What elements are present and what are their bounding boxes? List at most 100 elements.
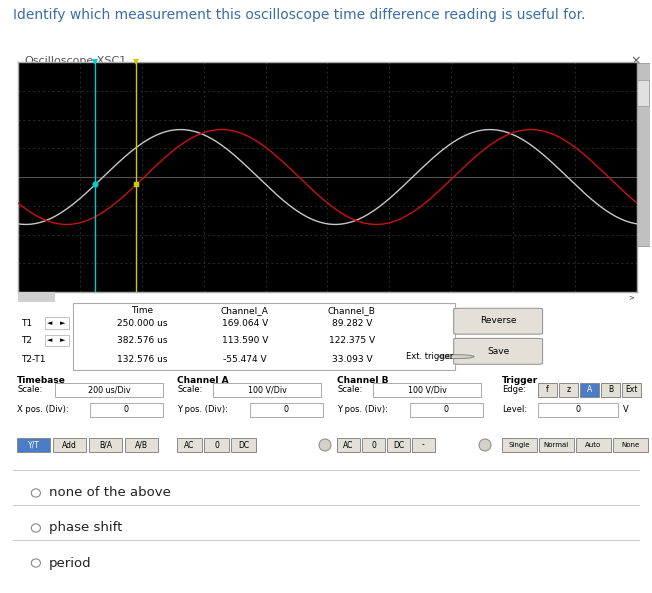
Circle shape — [479, 439, 491, 451]
Bar — [387, 438, 410, 452]
Text: phase shift: phase shift — [49, 521, 123, 534]
Text: 100 V/Div: 100 V/Div — [408, 385, 447, 394]
Text: 200 us/Div: 200 us/Div — [87, 385, 130, 394]
Bar — [538, 383, 557, 397]
Bar — [90, 403, 163, 417]
Text: 169.064 V: 169.064 V — [222, 318, 268, 327]
Text: Save: Save — [487, 346, 509, 355]
Bar — [45, 317, 69, 329]
Bar — [231, 438, 256, 452]
Text: DC: DC — [238, 441, 249, 449]
Bar — [613, 438, 648, 452]
Bar — [559, 383, 578, 397]
Text: period: period — [49, 556, 91, 569]
Bar — [580, 383, 599, 397]
Bar — [576, 438, 611, 452]
Text: Single: Single — [509, 442, 530, 448]
Text: A/B: A/B — [135, 441, 148, 449]
Text: Channel_B: Channel_B — [328, 306, 376, 315]
Text: T2-T1: T2-T1 — [22, 355, 46, 364]
Bar — [539, 438, 574, 452]
Text: V: V — [623, 406, 629, 415]
Text: X pos. (Div):: X pos. (Div): — [17, 406, 68, 415]
Text: 33.093 V: 33.093 V — [332, 355, 372, 364]
Text: Edge:: Edge: — [502, 385, 526, 394]
Text: z: z — [567, 385, 570, 394]
Bar — [53, 438, 86, 452]
Bar — [213, 383, 321, 397]
Text: ►: ► — [60, 337, 65, 343]
Text: Auto: Auto — [585, 442, 602, 448]
Text: Scale:: Scale: — [177, 385, 202, 394]
Text: Time: Time — [130, 306, 153, 315]
Text: Y/T: Y/T — [27, 441, 39, 449]
Text: 132.576 us: 132.576 us — [117, 355, 167, 364]
Text: Reverse: Reverse — [480, 317, 516, 326]
Bar — [89, 438, 122, 452]
Text: Ext. trigger: Ext. trigger — [406, 352, 453, 361]
Text: >: > — [628, 294, 634, 300]
Text: None: None — [621, 442, 640, 448]
Text: ◄: ◄ — [47, 320, 53, 326]
Bar — [412, 438, 435, 452]
Text: Channel_A: Channel_A — [221, 306, 269, 315]
Text: -: - — [422, 441, 425, 449]
Text: Add: Add — [62, 441, 77, 449]
Text: B: B — [608, 385, 613, 394]
Bar — [17, 438, 50, 452]
Circle shape — [319, 439, 331, 451]
Bar — [373, 383, 481, 397]
Text: ×: × — [630, 55, 640, 68]
Bar — [362, 438, 385, 452]
Text: Timebase: Timebase — [17, 376, 66, 385]
Text: 0: 0 — [214, 441, 219, 449]
Text: 113.590 V: 113.590 V — [222, 336, 268, 345]
Text: 0: 0 — [371, 441, 376, 449]
Text: Scale:: Scale: — [17, 385, 42, 394]
Text: T2: T2 — [22, 336, 33, 345]
Text: Channel B: Channel B — [337, 376, 389, 385]
Circle shape — [439, 355, 474, 359]
Text: ►: ► — [60, 320, 65, 326]
Bar — [410, 403, 483, 417]
Bar — [177, 438, 202, 452]
Bar — [636, 63, 650, 247]
Text: f: f — [546, 385, 549, 394]
Text: 89.282 V: 89.282 V — [332, 318, 372, 327]
Bar — [204, 438, 229, 452]
Bar — [73, 304, 455, 370]
Text: A: A — [587, 385, 592, 394]
Bar — [55, 383, 163, 397]
Text: 100 V/Div: 100 V/Div — [248, 385, 286, 394]
FancyBboxPatch shape — [454, 308, 542, 334]
FancyBboxPatch shape — [454, 339, 542, 364]
Text: Ext: Ext — [625, 385, 638, 394]
Text: 382.576 us: 382.576 us — [117, 336, 167, 345]
Text: 0: 0 — [284, 406, 289, 415]
Text: AC: AC — [185, 441, 195, 449]
Bar — [18, 292, 55, 302]
Text: 0: 0 — [124, 406, 129, 415]
Bar — [125, 438, 158, 452]
Text: 0: 0 — [576, 406, 580, 415]
Text: Identify which measurement this oscilloscope time difference reading is useful f: Identify which measurement this oscillos… — [13, 8, 585, 22]
Text: 250.000 us: 250.000 us — [117, 318, 167, 327]
Bar — [538, 403, 618, 417]
Text: Level:: Level: — [502, 406, 527, 415]
Text: Normal: Normal — [544, 442, 569, 448]
Text: Trigger: Trigger — [502, 376, 539, 385]
Text: Y pos. (Div):: Y pos. (Div): — [337, 406, 388, 415]
Bar — [601, 383, 620, 397]
Text: Scale:: Scale: — [337, 385, 363, 394]
Text: T1: T1 — [22, 318, 33, 327]
Text: Oscilloscope-XSC1: Oscilloscope-XSC1 — [25, 56, 126, 66]
Text: -55.474 V: -55.474 V — [223, 355, 267, 364]
Text: DC: DC — [393, 441, 404, 449]
Bar — [337, 438, 360, 452]
Text: AC: AC — [344, 441, 353, 449]
Bar — [45, 335, 69, 346]
Text: 0: 0 — [444, 406, 449, 415]
Text: none of the above: none of the above — [49, 486, 171, 499]
Bar — [250, 403, 323, 417]
Text: Y pos. (Div):: Y pos. (Div): — [177, 406, 228, 415]
